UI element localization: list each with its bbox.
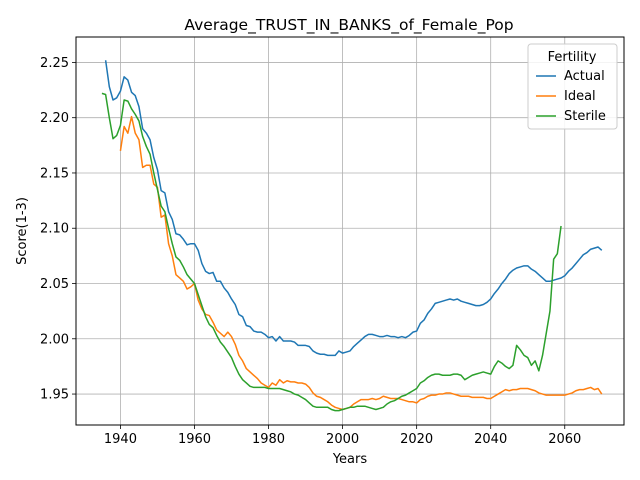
x-tick-label: 2060 <box>548 432 581 447</box>
x-tick-label: 2020 <box>400 432 433 447</box>
x-tick-label: 1940 <box>104 432 137 447</box>
legend-label-sterile: Sterile <box>564 109 606 124</box>
legend-label-actual: Actual <box>564 69 605 84</box>
chart-title: Average_TRUST_IN_BANKS_of_Female_Pop <box>184 16 513 35</box>
y-tick-label: 2.20 <box>40 111 69 126</box>
x-tick-label: 2000 <box>326 432 359 447</box>
y-tick-label: 2.00 <box>40 332 69 347</box>
x-tick-label: 2040 <box>474 432 507 447</box>
x-tick-label: 1960 <box>178 432 211 447</box>
y-tick-label: 1.95 <box>40 388 69 403</box>
x-tick-label: 1980 <box>252 432 285 447</box>
legend-title: Fertility <box>548 50 597 65</box>
legend-label-ideal: Ideal <box>564 89 596 104</box>
y-tick-label: 2.15 <box>40 166 69 181</box>
y-tick-label: 2.10 <box>40 222 69 237</box>
y-axis-title: Score(1-3) <box>15 197 30 265</box>
y-tick-label: 2.05 <box>40 277 69 292</box>
y-tick-label: 2.25 <box>40 56 69 71</box>
x-axis-title: Years <box>332 452 368 467</box>
legend: Fertility Actual Ideal Sterile <box>528 44 617 129</box>
